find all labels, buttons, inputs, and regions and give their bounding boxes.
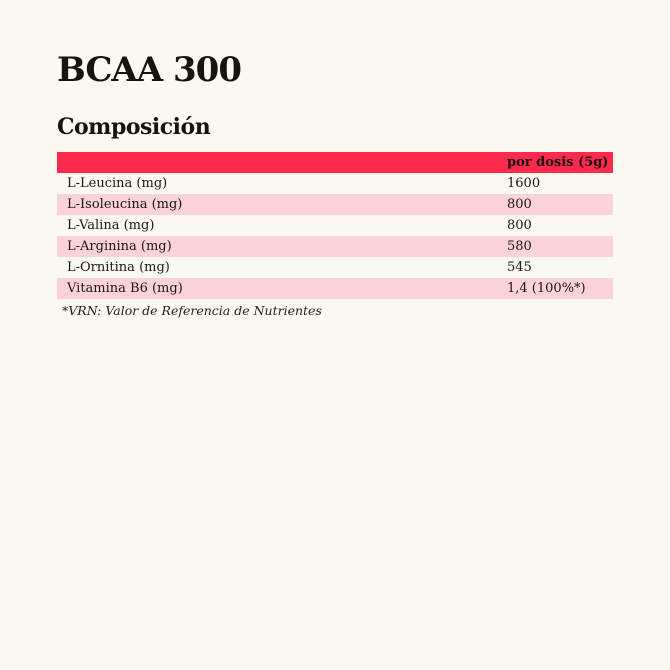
- table-row: L-Arginina (mg) 580: [57, 236, 613, 257]
- ingredient-label: L-Isoleucina (mg): [67, 197, 183, 212]
- table-row: L-Leucina (mg) 1600: [57, 173, 613, 194]
- table-row: L-Isoleucina (mg) 800: [57, 194, 613, 215]
- table-row: L-Valina (mg) 800: [57, 215, 613, 236]
- header-value-cell: por dosis (5g): [507, 155, 609, 170]
- ingredient-label: L-Arginina (mg): [67, 239, 172, 254]
- section-heading: Composición: [57, 114, 211, 140]
- page-title: BCAA 300: [57, 50, 242, 90]
- ingredient-value: 1,4 (100%*): [507, 281, 586, 296]
- ingredient-value: 800: [507, 218, 532, 233]
- table-row: L-Ornitina (mg) 545: [57, 257, 613, 278]
- table-header-row: por dosis (5g): [57, 152, 613, 173]
- ingredient-value: 580: [507, 239, 532, 254]
- ingredient-value: 545: [507, 260, 532, 275]
- ingredient-value: 800: [507, 197, 532, 212]
- table-row: Vitamina B6 (mg) 1,4 (100%*): [57, 278, 613, 299]
- ingredient-label: L-Leucina (mg): [67, 176, 168, 191]
- composition-table: por dosis (5g) L-Leucina (mg) 1600 L-Iso…: [57, 152, 613, 299]
- ingredient-label: Vitamina B6 (mg): [67, 281, 183, 296]
- ingredient-label: L-Ornitina (mg): [67, 260, 170, 275]
- vrn-footnote: *VRN: Valor de Referencia de Nutrientes: [62, 303, 322, 318]
- ingredient-value: 1600: [507, 176, 541, 191]
- ingredient-label: L-Valina (mg): [67, 218, 155, 233]
